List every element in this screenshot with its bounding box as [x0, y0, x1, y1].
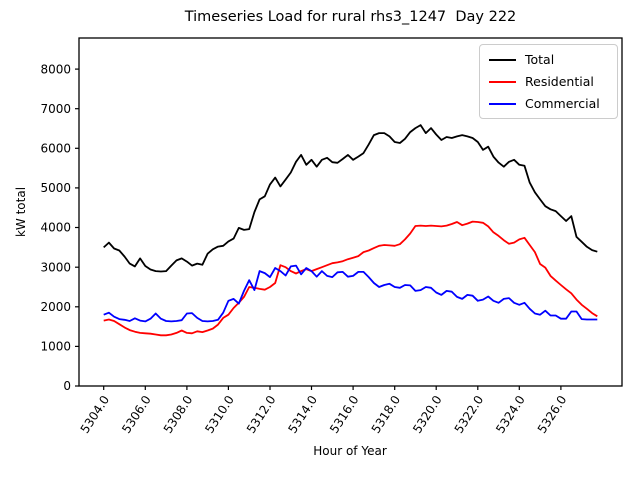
y-tick-label: 4000 [40, 221, 71, 235]
y-tick-label: 2000 [40, 300, 71, 314]
y-tick-label: 7000 [40, 102, 71, 116]
x-tick-label: 5322.0 [452, 393, 487, 436]
legend-label-commercial: Commercial [525, 96, 600, 111]
series-line-residential [103, 220, 598, 337]
x-tick-label: 5324.0 [493, 393, 528, 436]
legend-label-residential: Residential [525, 74, 594, 89]
y-tick-label: 0 [63, 379, 71, 393]
residential-line-sample-icon [489, 80, 516, 83]
x-tick-label: 5312.0 [244, 393, 279, 436]
series-line-total [103, 124, 598, 273]
legend-entry-residential: Residential [489, 74, 608, 89]
total-line-sample-icon [489, 58, 516, 61]
commercial-line-sample-icon [489, 102, 516, 105]
y-tick-label: 8000 [40, 62, 71, 76]
x-axis-label: Hour of Year [313, 444, 387, 458]
series-line-commercial [103, 264, 598, 323]
y-tick-label: 3000 [40, 260, 71, 274]
legend-entry-commercial: Commercial [489, 96, 608, 111]
plot-border [78, 37, 623, 387]
y-axis-label: kW total [14, 186, 28, 238]
legend: Total Residential Commercial [479, 44, 618, 119]
x-tick-label: 5310.0 [202, 393, 237, 436]
legend-entry-total: Total [489, 52, 608, 67]
x-tick-label: 5306.0 [119, 393, 154, 436]
x-tick-label: 5314.0 [285, 393, 320, 436]
chart-title: Timeseries Load for rural rhs3_1247 Day … [184, 9, 517, 25]
x-tick-label: 5326.0 [535, 393, 570, 436]
y-tick-label: 1000 [40, 340, 71, 354]
legend-label-total: Total [525, 52, 555, 67]
x-tick-label: 5308.0 [161, 393, 196, 436]
y-tick-label: 5000 [40, 181, 71, 195]
y-tick-label: 6000 [40, 142, 71, 156]
x-tick-label: 5318.0 [369, 393, 404, 436]
x-tick-label: 5304.0 [78, 393, 113, 436]
x-tick-label: 5316.0 [327, 393, 362, 436]
x-tick-label: 5320.0 [410, 393, 445, 436]
